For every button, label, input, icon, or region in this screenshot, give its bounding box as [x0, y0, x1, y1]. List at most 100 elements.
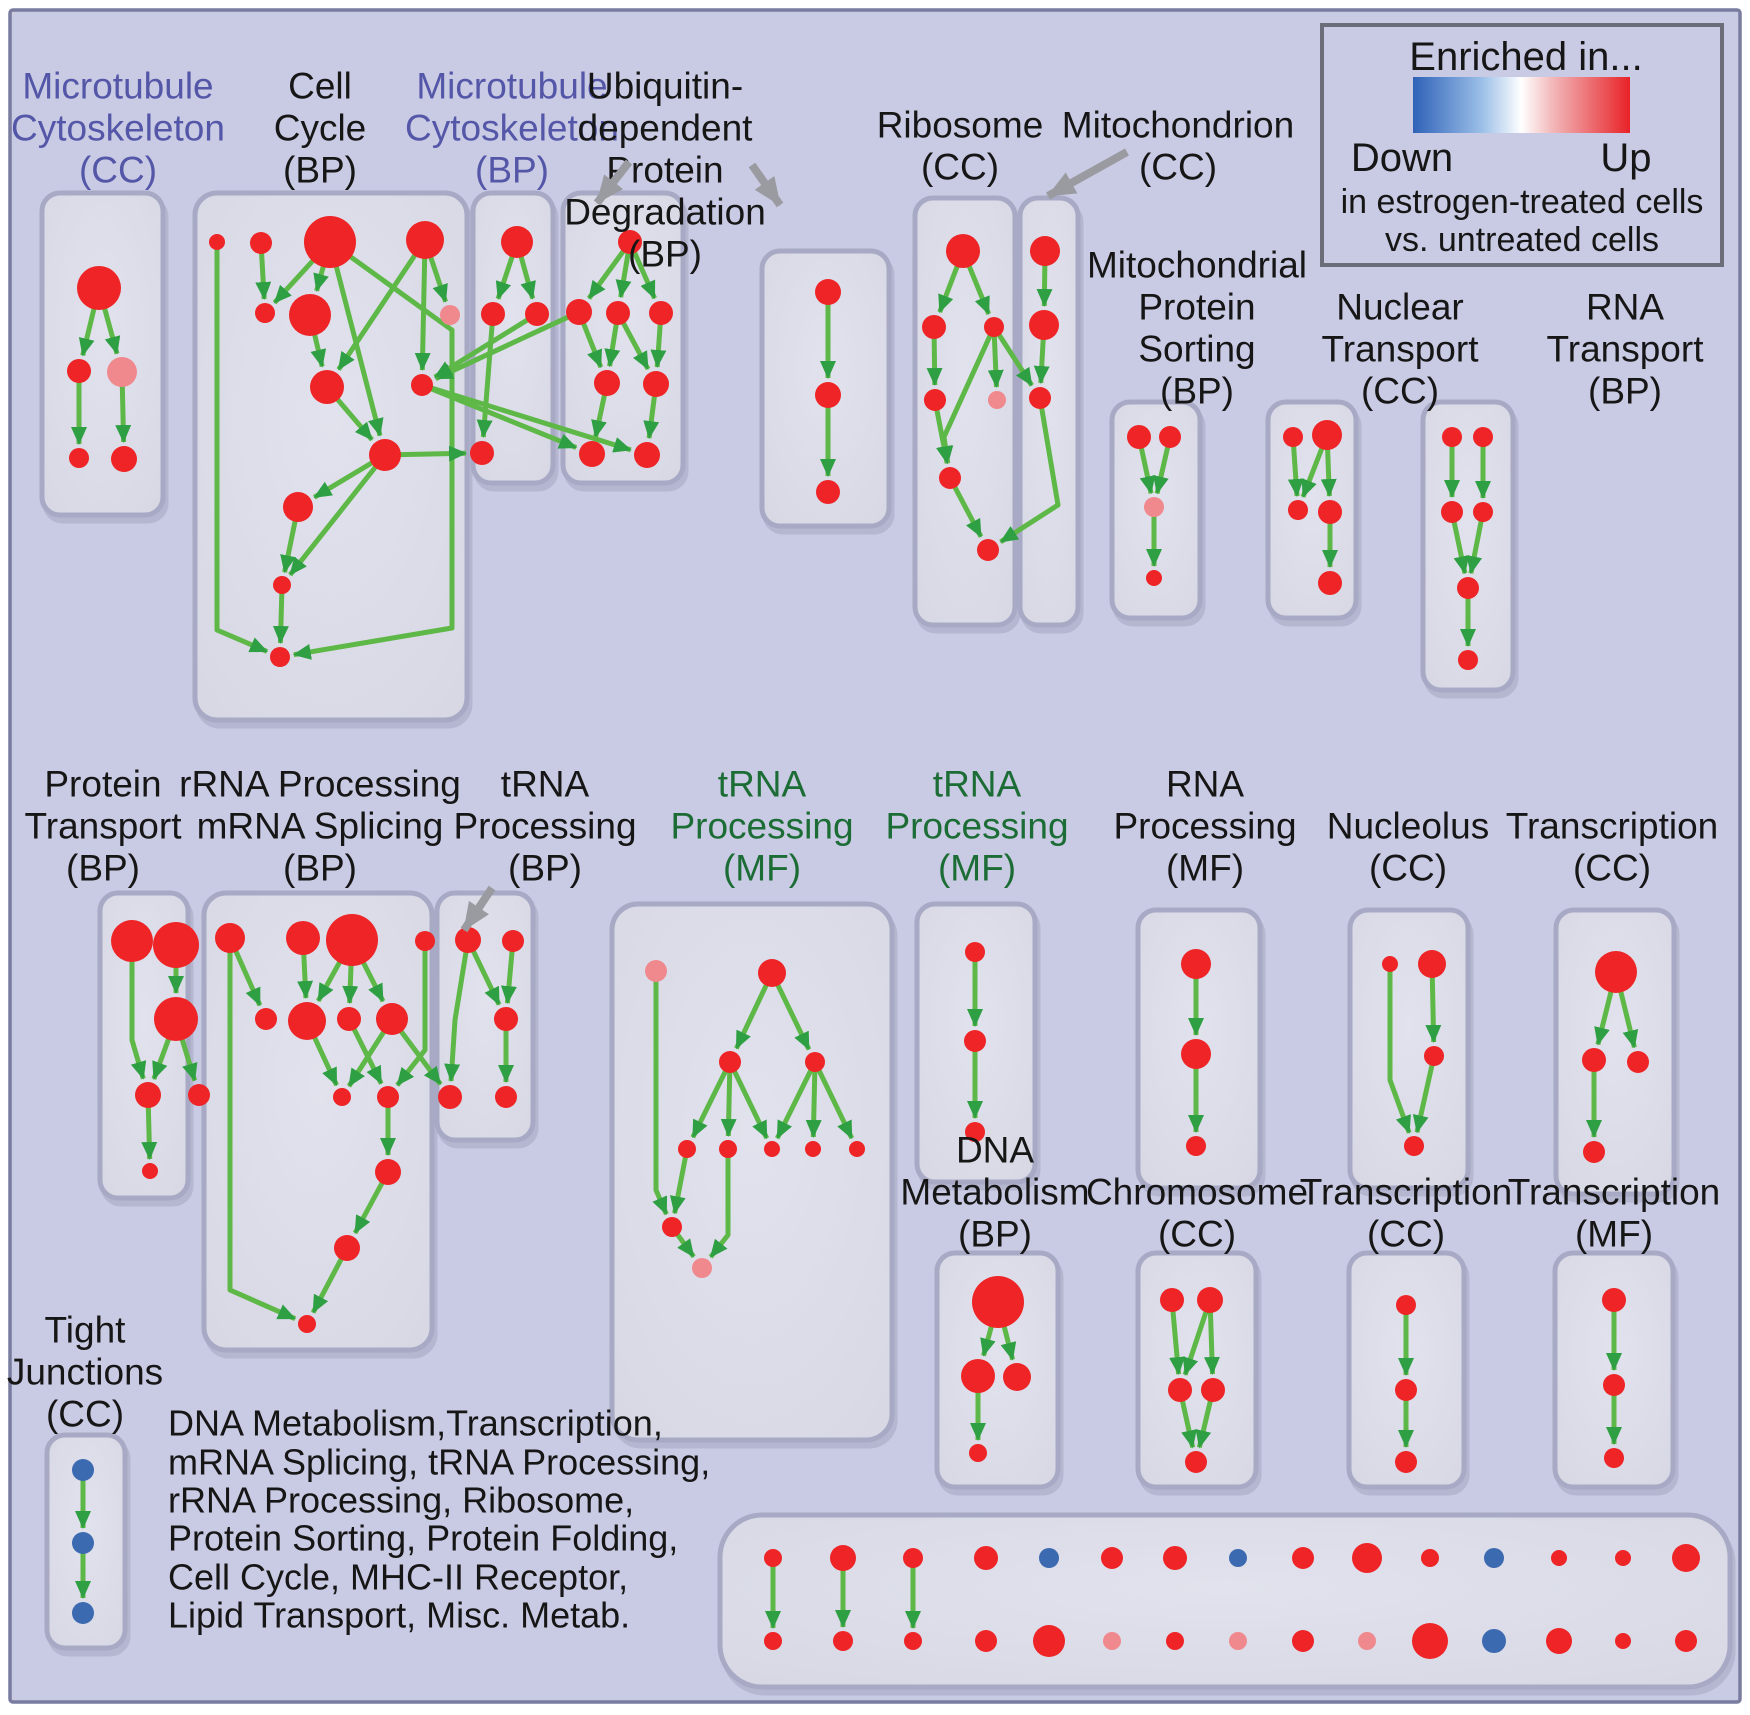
label-cell-cycle-bp: Cell	[288, 66, 352, 107]
node-red-microtubule-cytoskeleton-bp	[481, 302, 505, 326]
edge-ubiquitin-degradation-bp-1	[579, 318, 604, 369]
edge-microtubule-cytoskeleton-cc	[78, 300, 99, 357]
node-red-protein-transport-bp	[153, 922, 199, 968]
node-red-mitochondrial-protein-sorting-bp	[1127, 425, 1151, 449]
label-protein-transport-bp: Transport	[25, 806, 183, 847]
edge-cell-cycle-bp	[255, 249, 272, 300]
label-rrna-processing-mrna-splicing-bp: rRNA Processing	[179, 764, 461, 805]
node-red-dna-metabolism-bp	[972, 1276, 1024, 1328]
box-microtubule-cytoskeleton-bp	[470, 190, 556, 486]
label-nuclear-transport-cc: Transport	[1322, 329, 1480, 370]
label-ubiquitin-degradation-bp-1: dependent	[578, 108, 754, 149]
edge-ubiquitin-degradation-bp-1	[619, 318, 651, 371]
node-red-mitochondrion-cc	[1030, 236, 1060, 266]
node-red-trna-processing-mf-1	[764, 1141, 780, 1157]
node-red-misc-functions	[764, 1632, 782, 1650]
node-red-nuclear-transport-cc	[1288, 500, 1308, 520]
label-chromosome-cc: Chromosome	[1086, 1172, 1308, 1213]
node-red-ribosome-cc	[924, 389, 946, 411]
node-red-transcription-mf	[1603, 1374, 1625, 1396]
node-pink-misc-functions	[1103, 1632, 1121, 1650]
callout-arrow-to-ubiquitin-box-2	[748, 162, 784, 208]
node-red-mitochondrial-protein-sorting-bp	[1146, 570, 1162, 586]
edge-ubiquitin-degradation-bp-1	[643, 391, 660, 440]
node-red-protein-transport-bp	[142, 1163, 158, 1179]
box-nuclear-transport-cc	[1265, 399, 1359, 621]
edge-rrna-processing-mrna-splicing-bp	[352, 1177, 387, 1235]
edge-ribosome-cc	[964, 259, 992, 315]
edge-rrna-processing-mrna-splicing-bp	[297, 948, 314, 999]
node-red-nucleolus-cc	[1424, 1046, 1444, 1066]
node-red-ribosome-cc	[977, 539, 999, 561]
node-red-trna-processing-mf-1	[662, 1217, 682, 1237]
label-nucleolus-cc: Nucleolus	[1327, 806, 1489, 847]
label-rna-transport-bp: (BP)	[1588, 371, 1662, 412]
legend-title: Enriched in...	[1409, 35, 1642, 79]
node-red-misc-functions	[903, 1548, 923, 1568]
label-microtubule-cytoskeleton-bp: (BP)	[475, 150, 549, 191]
edge-cell-cycle-bp	[214, 246, 269, 654]
node-red-chromosome-cc	[1168, 1378, 1192, 1402]
edge-nucleolus-cc	[1425, 972, 1442, 1043]
node-red-rna-transport-bp	[1457, 577, 1479, 599]
node-red-ubiquitin-degradation-bp-1	[649, 301, 673, 325]
node-pink-trna-processing-mf-1	[645, 960, 667, 982]
node-red-nucleolus-cc	[1382, 956, 1398, 972]
label-microtubule-cytoskeleton-cc: (CC)	[79, 150, 157, 191]
edge-microtubule-cytoskeleton-bp	[517, 250, 536, 300]
node-blue-tight-junctions-cc	[72, 1602, 94, 1624]
label-tight-junctions-cc: Tight	[45, 1310, 127, 1351]
node-pink-microtubule-cytoskeleton-cc	[107, 357, 137, 387]
edge-rrna-processing-mrna-splicing-bp	[310, 1253, 346, 1314]
label-ribosome-cc: (CC)	[921, 147, 999, 188]
node-red-microtubule-cytoskeleton-cc	[67, 359, 91, 383]
edge-nuclear-transport-cc	[1287, 442, 1304, 497]
edge-trna-processing-mf-1	[775, 1066, 815, 1140]
label-rna-processing-mf: (MF)	[1166, 848, 1244, 889]
label-trna-processing-bp: Processing	[453, 806, 636, 847]
label-transcription-cc-lower: (CC)	[1367, 1214, 1445, 1255]
node-red-rna-transport-bp	[1442, 427, 1462, 447]
node-red-trna-processing-mf-1	[719, 1140, 737, 1158]
node-red-chromosome-cc	[1160, 1288, 1184, 1312]
misc-annotation-line: Protein Sorting, Protein Folding,	[168, 1518, 678, 1559]
legend-box	[1320, 23, 1724, 267]
label-mitochondrial-protein-sorting-bp: Protein	[1138, 287, 1255, 328]
edge-rrna-processing-mrna-splicing-bp	[309, 1030, 339, 1087]
label-dna-metabolism-bp: Metabolism	[900, 1172, 1089, 1213]
node-red-transcription-cc-upper	[1582, 1048, 1606, 1072]
node-red-misc-functions	[833, 1631, 853, 1651]
node-red-dna-metabolism-bp	[1003, 1363, 1031, 1391]
node-red-ubiquitin-degradation-bp-2	[815, 279, 841, 305]
edge-cell-cycle-bp	[336, 248, 421, 371]
node-red-misc-functions	[830, 1545, 856, 1571]
box-microtubule-cytoskeleton-cc	[39, 190, 166, 518]
edge-rrna-processing-mrna-splicing-bp	[231, 945, 263, 1007]
node-red-nuclear-transport-cc	[1318, 500, 1342, 524]
node-red-trna-processing-bp	[495, 1086, 517, 1108]
edge-ubiquitin-degradation-bp-1	[591, 390, 608, 439]
node-red-ubiquitin-degradation-bp-2	[815, 382, 841, 408]
edge-cell-cycle-bp	[272, 251, 322, 305]
edge-microtubule-cytoskeleton-cc	[115, 380, 132, 443]
node-blue-tight-junctions-cc	[72, 1459, 94, 1481]
node-red-trna-processing-mf-1	[719, 1051, 741, 1073]
misc-annotation-line: rRNA Processing, Ribosome,	[168, 1480, 634, 1521]
label-ubiquitin-degradation-bp-1: (BP)	[628, 234, 702, 275]
node-red-mitochondrial-protein-sorting-bp	[1159, 426, 1181, 448]
label-trna-processing-mf-2: (MF)	[938, 848, 1016, 889]
node-red-rrna-processing-mrna-splicing-bp	[298, 1315, 316, 1333]
cross-edge	[395, 1025, 443, 1086]
label-trna-processing-mf-2: Processing	[885, 806, 1068, 847]
edge-cell-cycle-bp	[292, 249, 455, 660]
edge-chromosome-cc	[1169, 1306, 1186, 1376]
edge-trna-processing-bp	[469, 945, 502, 1006]
label-mitochondrial-protein-sorting-bp: Mitochondrial	[1087, 245, 1307, 286]
node-red-trna-processing-mf-2	[965, 1122, 985, 1142]
node-red-microtubule-cytoskeleton-bp	[525, 302, 549, 326]
node-red-rrna-processing-mrna-splicing-bp	[326, 914, 378, 966]
label-transcription-cc-lower: Transcription	[1300, 1172, 1512, 1213]
edge-trna-processing-mf-1	[690, 1066, 730, 1139]
cross-edge	[427, 384, 632, 453]
